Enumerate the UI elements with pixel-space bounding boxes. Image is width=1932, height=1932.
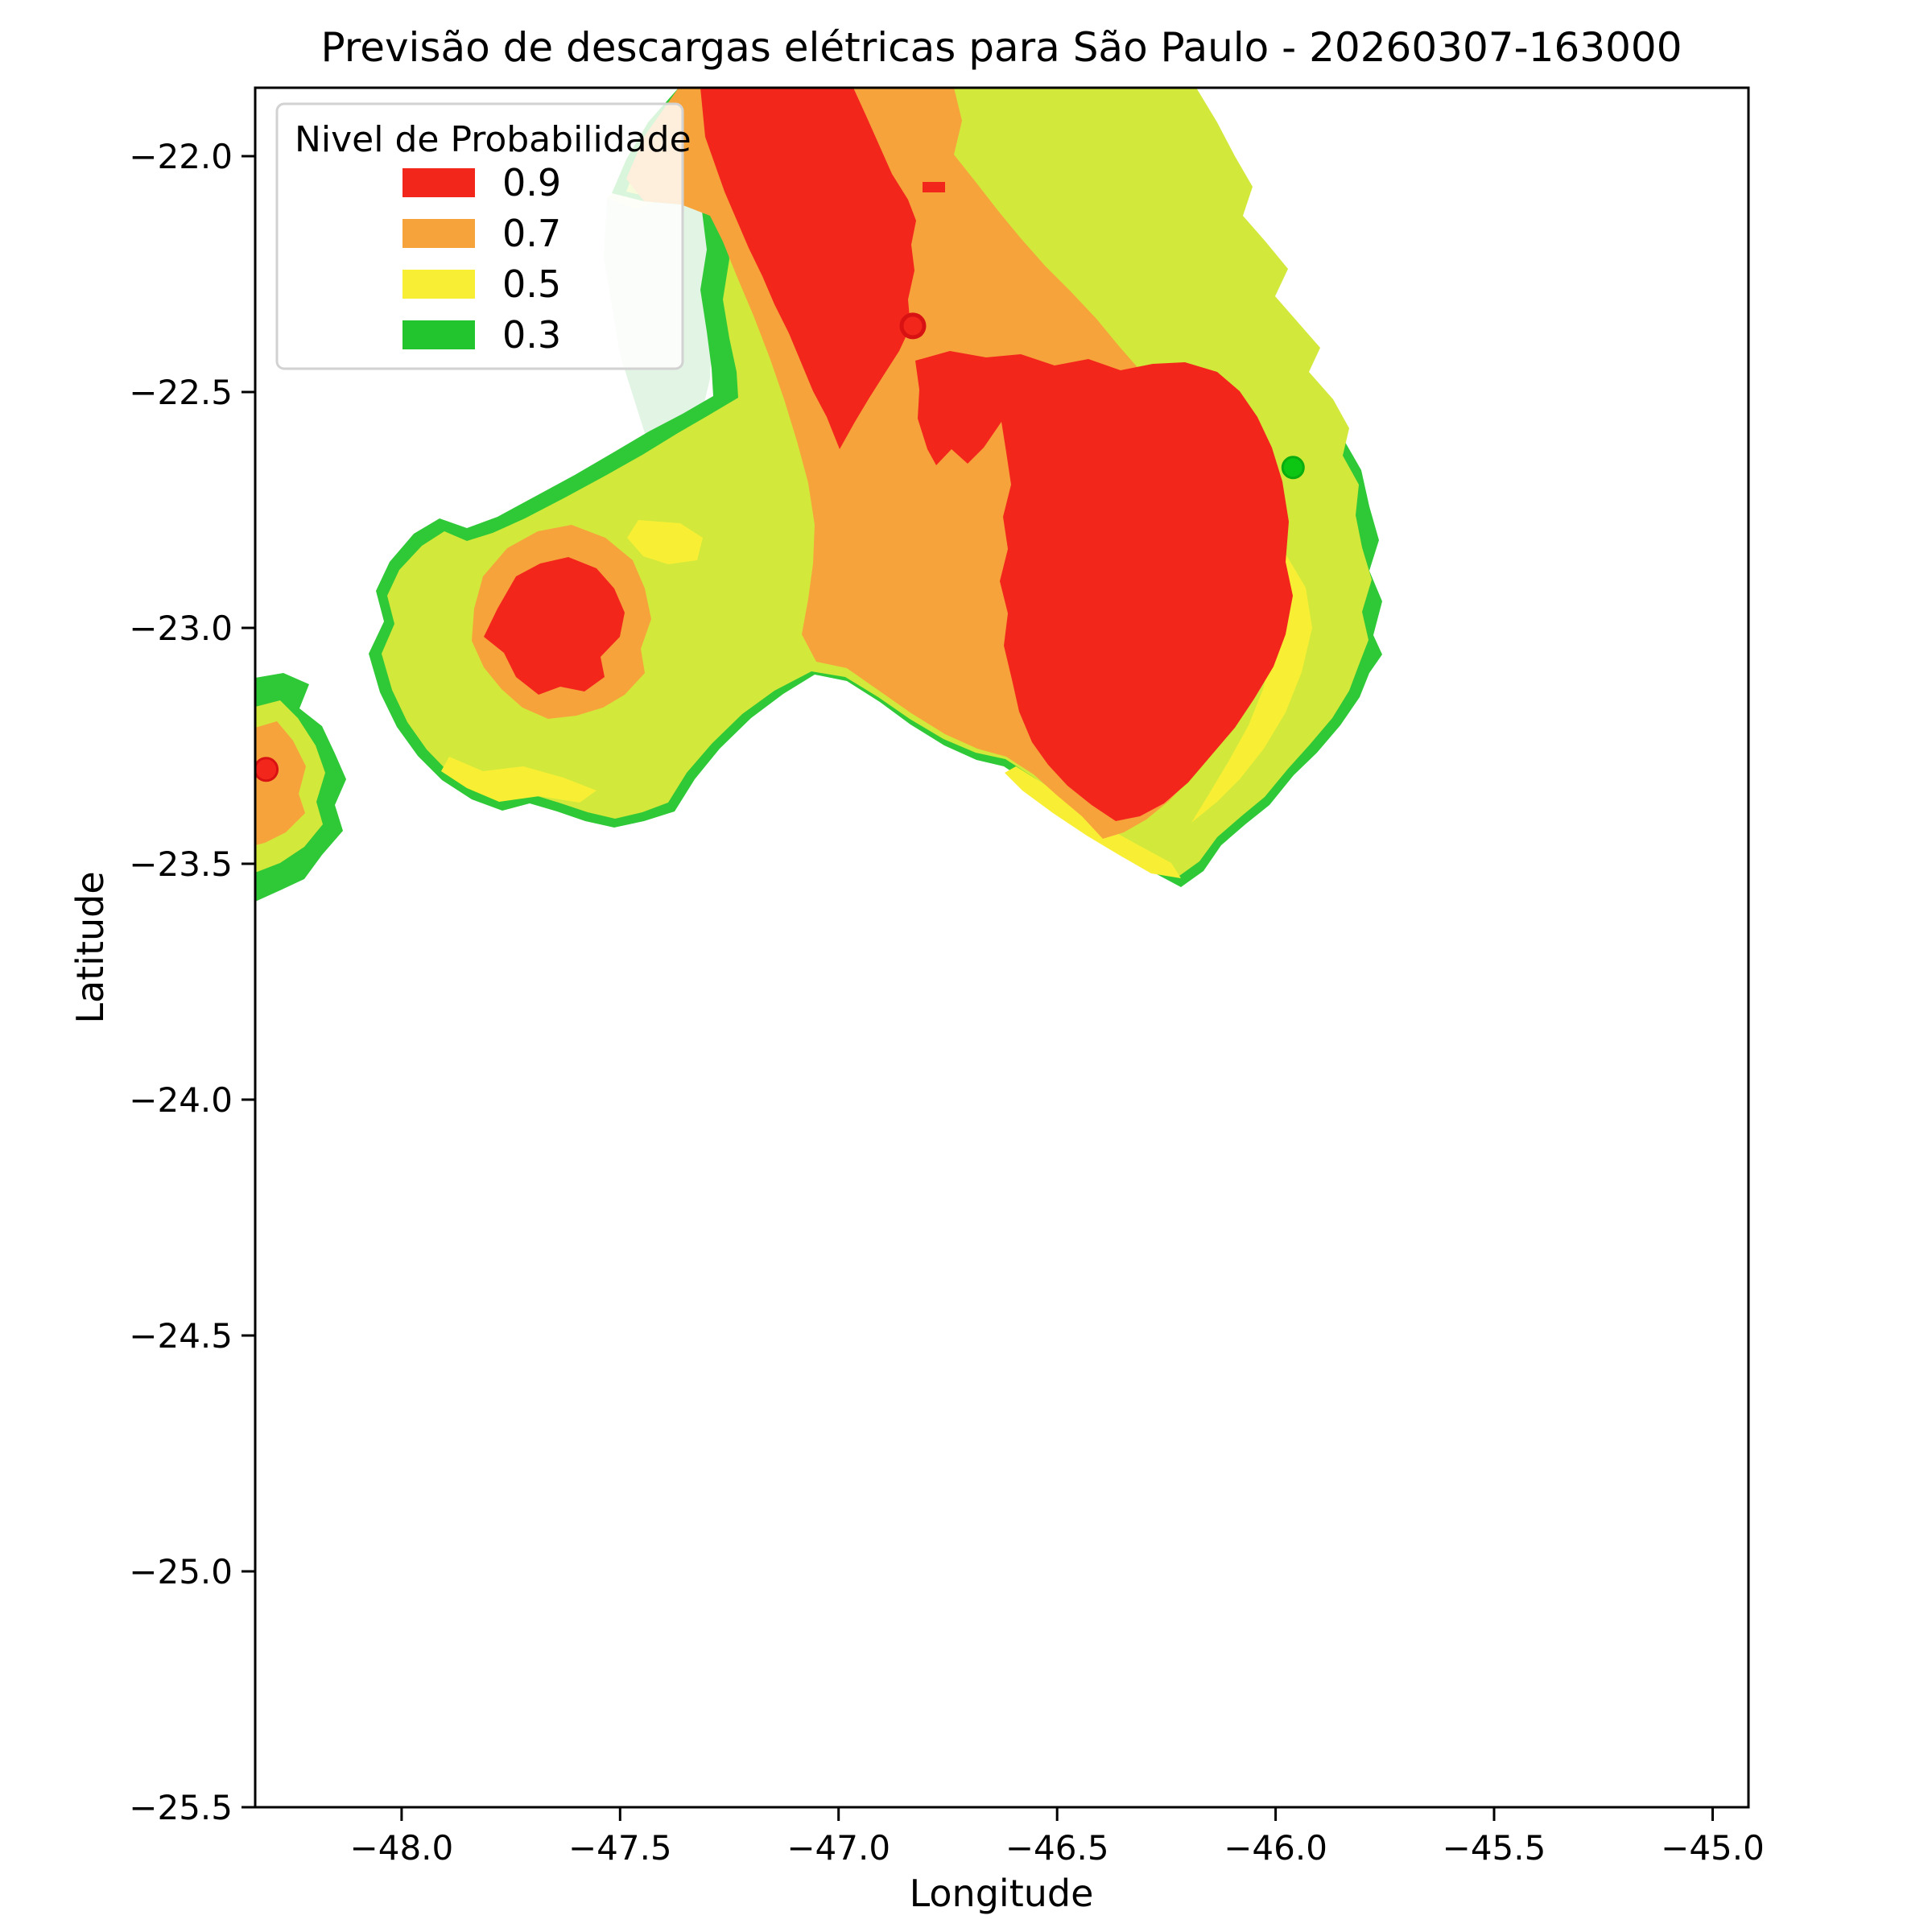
x-axis-ticks: −48.0 −47.5 −47.0 −46.5 −46.0 −45.5 −45.0 [350, 1807, 1765, 1868]
contour-05-bright-lobe [441, 757, 597, 803]
y-axis-label: Latitude [68, 871, 112, 1023]
x-axis-label: Longitude [910, 1872, 1094, 1915]
red-dot-marker [255, 757, 279, 782]
contour-07-westblob [255, 721, 306, 845]
legend-label-0.7: 0.7 [502, 212, 561, 255]
point-markers [255, 312, 1305, 782]
contour-09-dash [923, 182, 945, 192]
legend-rows: 0.9 0.7 0.5 0.3 [402, 161, 561, 357]
x-tick-label: −45.0 [1661, 1828, 1765, 1868]
legend: Nivel de Probabilidade 0.9 0.7 0.5 0.3 [275, 102, 691, 370]
y-tick-label: −22.0 [129, 137, 233, 176]
contour-09-big [915, 351, 1293, 821]
legend-label-0.9: 0.9 [502, 161, 561, 204]
x-tick-label: −46.5 [1005, 1828, 1109, 1868]
x-tick-label: −45.5 [1443, 1828, 1546, 1868]
axes-spines [254, 86, 1750, 1809]
legend-label-0.5: 0.5 [502, 262, 561, 306]
x-tick-label: −47.5 [568, 1828, 672, 1868]
legend-title: Nivel de Probabilidade [295, 119, 691, 160]
x-tick-label: −47.0 [786, 1828, 890, 1868]
y-tick-label: −23.0 [129, 609, 233, 648]
contour-09-top [700, 88, 916, 449]
legend-swatch-0.7 [402, 219, 475, 248]
legend-label-0.3: 0.3 [502, 313, 561, 357]
contour-09-lobe [484, 557, 625, 695]
legend-swatch-0.9 [402, 168, 475, 197]
x-tick-label: −46.0 [1224, 1828, 1327, 1868]
y-tick-label: −25.5 [129, 1788, 233, 1827]
x-tick-label: −48.0 [350, 1828, 454, 1868]
y-tick-label: −22.5 [129, 373, 233, 412]
red-ring-marker [899, 312, 927, 340]
contour-regions [255, 88, 1382, 902]
y-tick-label: −23.5 [129, 844, 233, 884]
y-tick-label: −25.0 [129, 1552, 233, 1591]
legend-swatch-0.5 [402, 270, 475, 299]
chart-title: Previsão de descargas elétricas para São… [320, 24, 1682, 71]
y-tick-label: −24.0 [129, 1080, 233, 1120]
legend-swatch-0.3 [402, 320, 475, 349]
green-dot-marker [1281, 456, 1305, 480]
legend-box [275, 102, 684, 370]
y-tick-label: −24.5 [129, 1316, 233, 1356]
contour-05-bright-center [627, 520, 703, 564]
y-axis-ticks: −22.0 −22.5 −23.0 −23.5 −24.0 −24.5 −25.0 −25.5 [129, 137, 255, 1827]
